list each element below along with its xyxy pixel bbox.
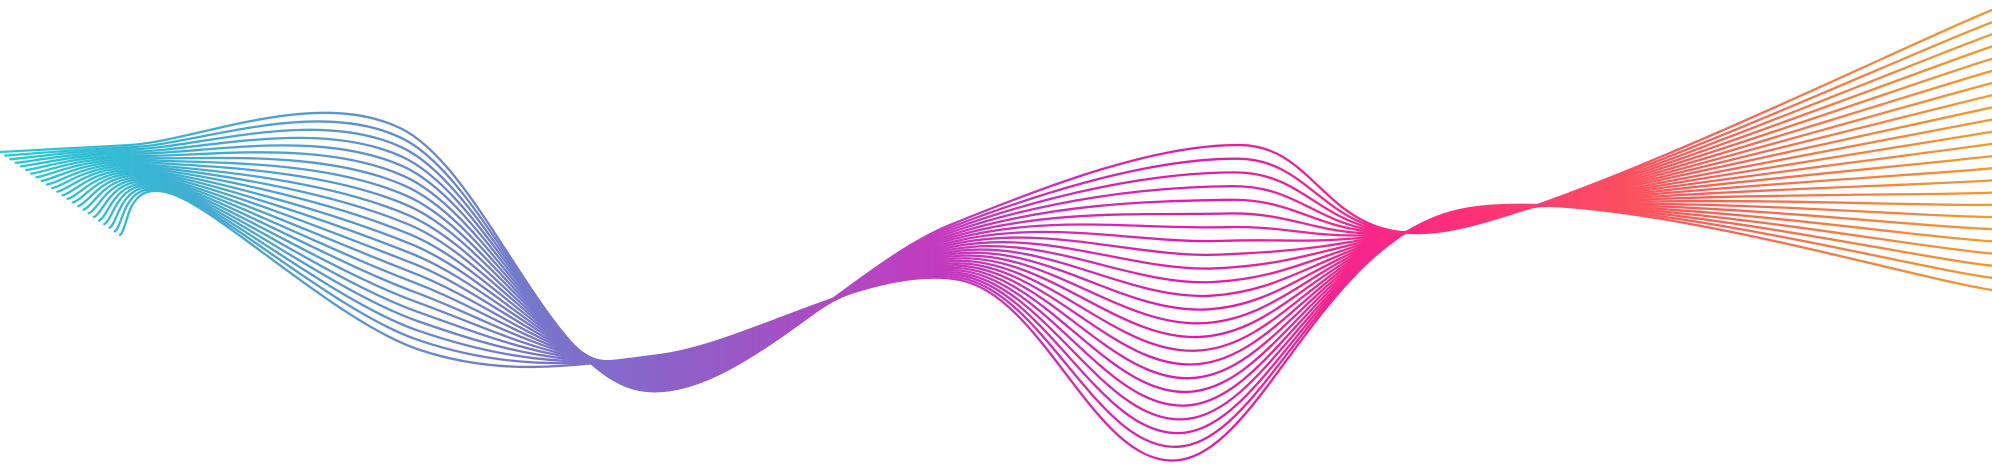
wave-line-group (0, 8, 1992, 462)
wave-line (61, 154, 1992, 373)
wave-line (118, 189, 1992, 462)
